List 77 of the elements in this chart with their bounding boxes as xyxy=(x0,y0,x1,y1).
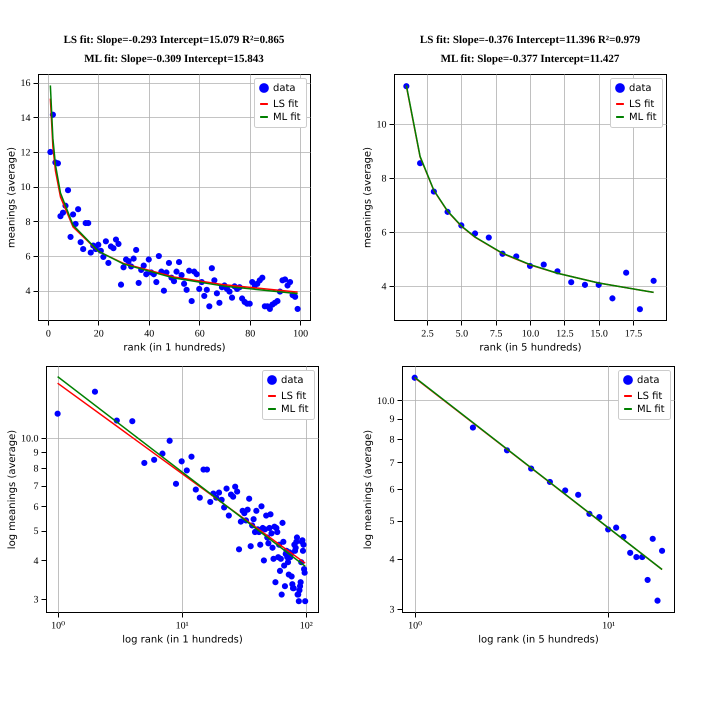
legend-label: ML fit xyxy=(629,112,657,123)
legend-label: LS fit xyxy=(273,99,298,110)
y-tick-label: 4 xyxy=(26,286,30,298)
x-axis-title: log rank (in 5 hundreds) xyxy=(478,634,599,646)
y-tick-label: 6 xyxy=(26,252,30,263)
y-tick-label: 4 xyxy=(34,556,38,567)
x-axis-title: log rank (in 1 hundreds) xyxy=(122,634,243,646)
point xyxy=(609,295,616,302)
legend-label: data xyxy=(629,83,652,94)
y-tick-label: 7 xyxy=(34,481,38,492)
y-tick-label: 14 xyxy=(20,112,30,124)
x-tick-label: 0 xyxy=(46,328,51,340)
chart-subtitle: ML fit: Slope=-0.377 Intercept=11.427 xyxy=(440,53,620,65)
x-tick-label: 20 xyxy=(94,328,104,340)
x-tick-label: 10⁰ xyxy=(408,620,422,632)
y-tick-label: 8 xyxy=(390,434,394,446)
y-tick-label: 9 xyxy=(390,414,394,426)
x-tick-label: 80 xyxy=(245,328,256,340)
x-tick-label: 10¹ xyxy=(602,620,616,632)
y-axis-title: log meanings (average) xyxy=(363,430,374,550)
x-tick-label: 100 xyxy=(293,328,308,340)
x-tick-label: 10¹ xyxy=(176,620,189,632)
y-tick-label: 4 xyxy=(382,282,386,293)
y-tick-label: 3 xyxy=(390,604,394,616)
y-tick-label: 10 xyxy=(20,182,30,194)
y-tick-label: 8 xyxy=(34,463,38,474)
chart-title: LS fit: Slope=-0.293 Intercept=15.079 R²=0.865 xyxy=(64,34,285,46)
y-tick-label: 9 xyxy=(34,448,38,459)
x-tick-label: 5.0 xyxy=(456,328,468,340)
y-tick-label: 10.0 xyxy=(21,434,38,445)
x-tick-label: 12.5 xyxy=(556,328,574,340)
y-tick-label: 6 xyxy=(382,228,386,239)
y-tick-label: 10 xyxy=(376,120,386,131)
y-axis-title: log meanings (average) xyxy=(7,430,18,550)
legend-label: LS fit xyxy=(281,391,306,402)
x-tick-label: 10⁰ xyxy=(51,620,66,632)
y-tick-label: 4 xyxy=(390,554,394,566)
x-tick-label: 10² xyxy=(300,620,313,632)
y-tick-label: 7 xyxy=(390,458,394,469)
legend-label: ML fit xyxy=(273,112,301,123)
x-tick-label: 7.5 xyxy=(490,328,502,340)
y-tick-label: 8 xyxy=(382,174,386,185)
legend-label: data xyxy=(637,375,660,386)
legend-label: data xyxy=(273,83,296,94)
y-tick-label: 8 xyxy=(26,216,30,228)
y-axis-title: meanings (average) xyxy=(6,146,18,248)
y-tick-label: 6 xyxy=(390,484,394,496)
point xyxy=(540,262,547,268)
y-tick-label: 16 xyxy=(20,78,30,90)
y-tick-label: 10.0 xyxy=(377,396,394,407)
x-axis-title: rank (in 1 hundreds) xyxy=(123,342,226,354)
legend-label: data xyxy=(281,375,304,386)
chart-title: LS fit: Slope=-0.376 Intercept=11.396 R²=0.979 xyxy=(420,34,641,46)
legend-label: ML fit xyxy=(281,404,309,415)
legend-label: LS fit xyxy=(637,391,662,402)
point xyxy=(568,279,574,286)
y-tick-label: 5 xyxy=(34,526,38,538)
y-axis-title: meanings (average) xyxy=(362,146,374,248)
y-tick-label: 12 xyxy=(20,148,30,159)
point xyxy=(623,270,630,276)
x-tick-label: 60 xyxy=(194,328,205,340)
y-tick-label: 6 xyxy=(34,502,38,513)
x-tick-label: 10.0 xyxy=(522,328,540,340)
legend-label: LS fit xyxy=(629,99,654,110)
point xyxy=(636,306,643,312)
x-tick-label: 40 xyxy=(144,328,154,340)
x-tick-label: 17.5 xyxy=(624,328,642,340)
chart-subtitle: ML fit: Slope=-0.309 Intercept=15.843 xyxy=(84,53,264,65)
point xyxy=(650,278,657,284)
point xyxy=(582,282,588,288)
x-axis-title: rank (in 5 hundreds) xyxy=(479,342,582,354)
x-tick-label: 15.0 xyxy=(590,328,608,340)
x-tick-label: 2.5 xyxy=(421,328,434,340)
legend-label: ML fit xyxy=(637,404,665,415)
y-tick-label: 5 xyxy=(390,516,394,528)
y-tick-label: 3 xyxy=(34,594,38,606)
point xyxy=(486,234,492,241)
